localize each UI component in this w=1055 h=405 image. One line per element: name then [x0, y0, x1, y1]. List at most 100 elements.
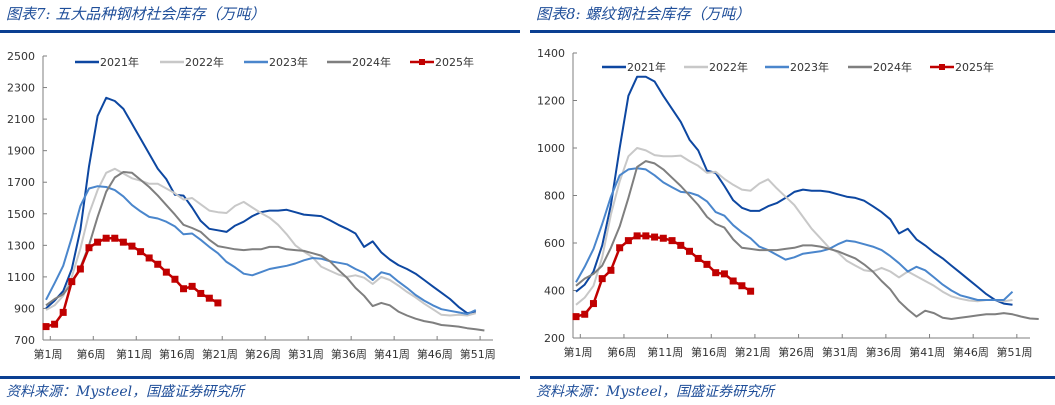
- x-tick-label: 第41周: [374, 347, 410, 361]
- legend-label: 2021年: [627, 60, 666, 74]
- data-point-marker: [616, 244, 624, 252]
- x-tick-label: 第46周: [417, 347, 453, 361]
- y-tick-label: 1500: [7, 208, 35, 221]
- x-tick-label: 第51周: [997, 345, 1033, 359]
- series-line-2021年: [575, 75, 1013, 306]
- x-tick-label: 第31周: [288, 347, 324, 361]
- y-tick-label: 400: [544, 285, 565, 298]
- source-divider: [0, 376, 520, 379]
- data-point-marker: [51, 320, 59, 328]
- x-tick-label: 第11周: [647, 345, 683, 359]
- data-point-marker: [214, 299, 222, 307]
- data-point-marker: [589, 300, 597, 308]
- series-line-2022年: [575, 147, 1013, 306]
- x-tick-label: 第21周: [202, 347, 238, 361]
- chart-panel-7: 图表7: 五大品种钢材社会库存（万吨） 2500 2300 2100 1900 1700…: [0, 0, 520, 405]
- data-point-marker: [703, 260, 711, 268]
- data-point-marker: [145, 254, 153, 262]
- line-chart-steel-inventory: 25002300210019001700150013001100900700第1…: [7, 50, 496, 361]
- y-tick-label: 1200: [537, 95, 565, 108]
- data-point-marker: [720, 270, 728, 278]
- data-point-marker: [171, 275, 179, 283]
- title-divider: [0, 30, 520, 33]
- legend-label: 2023年: [790, 60, 829, 74]
- data-point-marker: [137, 248, 145, 256]
- x-tick-label: 第11周: [116, 347, 152, 361]
- legend-label: 2021年: [100, 55, 139, 69]
- x-tick-label: 第16周: [159, 347, 195, 361]
- data-point-marker: [68, 278, 76, 286]
- y-tick-label: 800: [544, 190, 565, 203]
- data-point-marker: [747, 287, 755, 295]
- chart-title: 图表7: 五大品种钢材社会库存（万吨）: [6, 5, 266, 23]
- legend-label: 2024年: [873, 60, 912, 74]
- data-point-marker: [694, 254, 702, 262]
- legend-label: 2025年: [955, 60, 994, 74]
- y-tick-label: 200: [544, 332, 565, 345]
- series-line-2022年: [45, 167, 477, 317]
- y-tick-label: 1900: [7, 145, 35, 158]
- data-point-marker: [59, 308, 67, 316]
- source-note: 资料来源：Mysteel，国盛证券研究所: [536, 384, 775, 400]
- data-point-marker: [581, 310, 589, 318]
- x-tick-label: 第6周: [607, 345, 636, 359]
- x-tick-label: 第26周: [778, 345, 814, 359]
- x-tick-label: 第41周: [909, 345, 945, 359]
- legend-label: 2023年: [269, 55, 308, 69]
- x-tick-label: 第36周: [866, 345, 902, 359]
- legend-label: 2025年: [435, 55, 474, 69]
- data-point-marker: [659, 234, 667, 242]
- legend-marker: [419, 59, 425, 65]
- x-tick-label: 第51周: [460, 347, 496, 361]
- y-tick-label: 1400: [537, 47, 565, 60]
- data-point-marker: [94, 238, 102, 246]
- data-point-marker: [154, 260, 162, 268]
- data-point-marker: [180, 285, 188, 293]
- legend-label: 2022年: [185, 55, 224, 69]
- series-line-2024年: [575, 160, 1039, 320]
- data-point-marker: [712, 269, 720, 277]
- data-point-marker: [598, 275, 606, 283]
- data-point-marker: [738, 282, 746, 290]
- data-point-marker: [729, 277, 737, 285]
- data-point-marker: [686, 247, 693, 255]
- data-point-marker: [677, 241, 685, 249]
- y-tick-label: 1700: [7, 176, 35, 189]
- y-tick-label: 2100: [7, 113, 35, 126]
- x-tick-label: 第6周: [76, 347, 105, 361]
- data-point-marker: [205, 294, 213, 302]
- title-divider: [530, 30, 1055, 33]
- source-note: 资料来源：Mysteel，国盛证券研究所: [6, 384, 245, 400]
- series-line-2023年: [45, 185, 477, 315]
- x-tick-label: 第1周: [34, 347, 63, 361]
- data-point-marker: [128, 242, 136, 250]
- data-point-marker: [624, 237, 632, 245]
- chart-title: 图表8: 螺纹钢社会库存（万吨）: [536, 5, 751, 23]
- data-point-marker: [85, 244, 93, 252]
- y-tick-label: 1000: [537, 142, 565, 155]
- y-tick-label: 1100: [7, 271, 35, 284]
- data-point-marker: [642, 232, 650, 240]
- data-point-marker: [119, 238, 127, 246]
- data-point-marker: [162, 268, 170, 276]
- x-tick-label: 第16周: [691, 345, 727, 359]
- y-tick-label: 2500: [7, 50, 35, 63]
- legend-label: 2024年: [352, 55, 391, 69]
- y-tick-label: 900: [14, 302, 35, 315]
- chart-panel-8: 图表8: 螺纹钢社会库存（万吨） 1400 1200 1000 800 600 400 20…: [530, 0, 1055, 405]
- source-divider: [530, 376, 1055, 379]
- y-tick-label: 700: [14, 334, 35, 347]
- y-tick-label: 2300: [7, 82, 35, 95]
- x-tick-label: 第21周: [735, 345, 771, 359]
- series-line-2024年: [45, 171, 485, 332]
- data-point-marker: [42, 323, 50, 331]
- series-line-2021年: [45, 96, 476, 315]
- x-tick-label: 第1周: [564, 345, 593, 359]
- data-point-marker: [651, 233, 659, 241]
- data-point-marker: [572, 313, 580, 321]
- x-tick-label: 第36周: [331, 347, 367, 361]
- data-point-marker: [607, 266, 615, 274]
- data-point-marker: [633, 232, 641, 240]
- data-point-marker: [668, 237, 676, 245]
